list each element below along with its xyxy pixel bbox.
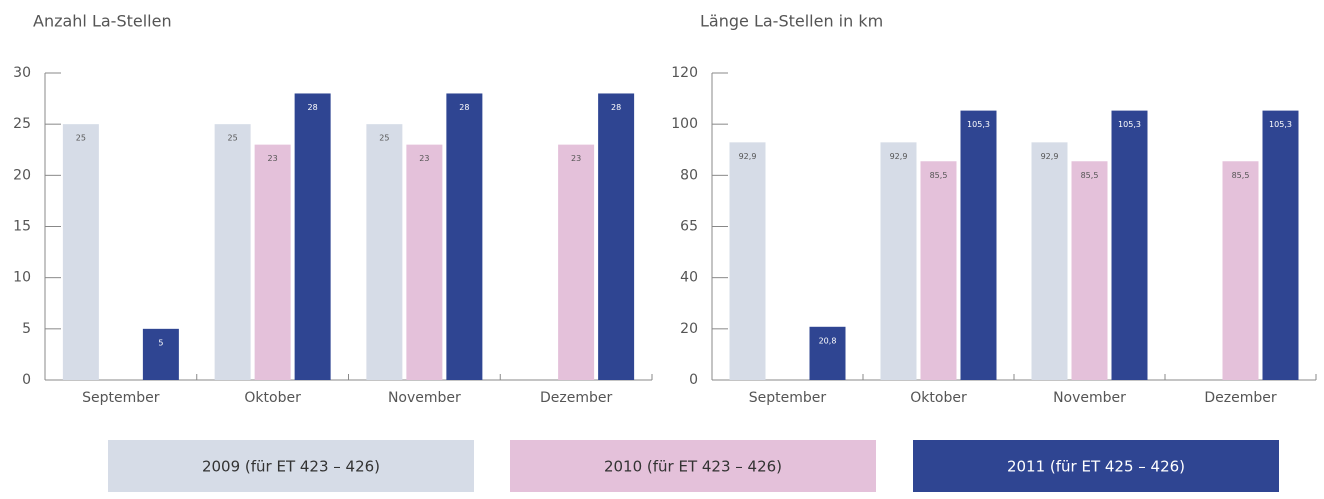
bar [62, 124, 99, 381]
data-label: 85,5 [1081, 171, 1099, 180]
data-label: 25 [76, 134, 86, 143]
bar [1222, 161, 1259, 380]
legend-label: 2011 (für ET 425 – 426) [1007, 458, 1185, 476]
y-tick-label: 120 [671, 65, 698, 81]
data-label: 92,9 [890, 152, 908, 161]
bar [960, 110, 997, 381]
x-tick-label: Dezember [1204, 390, 1276, 406]
bar [558, 144, 595, 380]
bar [406, 144, 443, 380]
bar [142, 328, 179, 380]
y-tick-label: 0 [22, 372, 31, 388]
legend-swatch [510, 440, 876, 492]
legend-swatch [108, 440, 474, 492]
data-label: 25 [379, 134, 389, 143]
bar [920, 161, 957, 380]
x-tick-label: November [1053, 390, 1126, 406]
chart-title: Länge La-Stellen in km [700, 12, 883, 31]
x-tick-label: Dezember [540, 390, 612, 406]
legend-label: 2009 (für ET 423 – 426) [202, 458, 380, 476]
data-label: 28 [308, 103, 318, 112]
x-tick-label: November [388, 390, 461, 406]
x-tick-label: Oktober [910, 390, 967, 406]
bar [1262, 110, 1299, 381]
bar [214, 124, 251, 381]
bar [598, 93, 635, 380]
y-tick-label: 100 [671, 116, 698, 132]
data-label: 92,9 [739, 152, 757, 161]
legend-swatch [913, 440, 1279, 492]
y-tick-label: 65 [680, 219, 698, 235]
data-label: 20,8 [819, 336, 837, 345]
y-tick-label: 20 [13, 167, 31, 183]
x-tick-label: September [749, 390, 827, 406]
bar [1031, 142, 1068, 380]
data-label: 85,5 [930, 171, 948, 180]
data-label: 23 [571, 154, 581, 163]
data-label: 92,9 [1041, 152, 1059, 161]
bar [880, 142, 917, 380]
chart-title: Anzahl La-Stellen [33, 12, 172, 31]
data-label: 85,5 [1232, 171, 1250, 180]
data-label: 105,3 [1118, 120, 1141, 129]
data-label: 105,3 [967, 120, 990, 129]
data-label: 25 [228, 134, 238, 143]
bar [366, 124, 403, 381]
bar [254, 144, 291, 380]
bar [294, 93, 331, 380]
y-tick-label: 15 [13, 219, 31, 235]
data-label: 28 [611, 103, 621, 112]
y-tick-label: 30 [13, 65, 31, 81]
data-label: 28 [459, 103, 469, 112]
bar [446, 93, 483, 380]
data-label: 23 [268, 154, 278, 163]
bar [809, 326, 846, 380]
y-tick-label: 20 [680, 321, 698, 337]
data-label: 23 [419, 154, 429, 163]
x-tick-label: September [82, 390, 160, 406]
x-tick-label: Oktober [244, 390, 301, 406]
bar [1111, 110, 1148, 381]
bar [1071, 161, 1108, 380]
legend-label: 2010 (für ET 423 – 426) [604, 458, 782, 476]
y-tick-label: 5 [22, 321, 31, 337]
y-tick-label: 40 [680, 270, 698, 286]
data-label: 5 [158, 338, 163, 347]
y-tick-label: 80 [680, 167, 698, 183]
data-label: 105,3 [1269, 120, 1292, 129]
y-tick-label: 10 [13, 270, 31, 286]
bar [729, 142, 766, 380]
y-tick-label: 0 [689, 372, 698, 388]
y-tick-label: 25 [13, 116, 31, 132]
